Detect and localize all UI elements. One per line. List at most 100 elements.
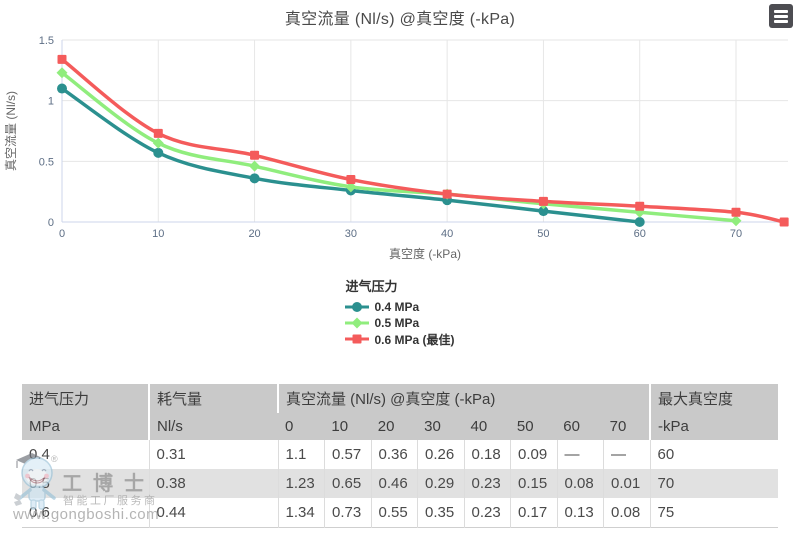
spec-table-wrap: 进气压力 耗气量 真空流量 (Nl/s) @真空度 (-kPa) 最大真空度 M…	[22, 384, 779, 528]
watermark-registered-mark: ®	[51, 454, 58, 464]
table-cell: 1.1	[277, 440, 325, 469]
watermark-tagline: 智能工厂服务商	[63, 495, 158, 507]
watermark: ® 工博士 智能工厂服务商 www.gongboshi.com	[13, 448, 275, 530]
table-cell: 0.23	[463, 498, 511, 528]
data-point-square	[250, 150, 260, 160]
table-cell: 0.65	[324, 469, 371, 498]
table-cell: —	[603, 440, 651, 469]
chart-title: 真空流量 (Nl/s) @真空度 (-kPa)	[284, 11, 516, 28]
table-cell: 0.15	[510, 469, 557, 498]
y-tick-label: 0	[48, 217, 54, 229]
subcol-header-40: 40	[470, 418, 488, 435]
table-cell: 0.23	[463, 469, 511, 498]
data-point-square	[779, 217, 789, 227]
legend-item-label: 0.5 MPa	[374, 316, 420, 330]
table-cell: 0.57	[324, 440, 371, 469]
watermark-url: www.gongboshi.com	[13, 506, 160, 523]
y-tick-label: 1.5	[39, 35, 54, 47]
data-point-circle	[57, 83, 67, 94]
table-cell: 0.09	[510, 440, 557, 469]
series-0.6 MPa (最佳)	[57, 54, 789, 227]
table-cell: 0.55	[370, 498, 418, 528]
table-cell: 0.29	[417, 469, 464, 498]
diamond-legend-marker-icon	[345, 317, 370, 329]
header-air-consumption: 耗气量	[148, 384, 278, 413]
data-point-square	[352, 334, 362, 344]
data-point-square	[442, 189, 452, 199]
x-tick-label: 10	[152, 228, 164, 240]
subcol-header-0: 0	[285, 418, 294, 435]
subcol-header-60: 60	[563, 418, 580, 435]
watermark-mascot-icon	[14, 453, 56, 510]
data-point-square	[153, 128, 163, 138]
table-cell: 0.18	[463, 440, 511, 469]
table-row: 0.50.381.230.650.460.290.230.150.080.017…	[22, 469, 779, 498]
table-cell: 0.31	[148, 440, 278, 469]
subcol-header-70: 70	[609, 418, 627, 435]
subcol-header-30: 30	[424, 418, 441, 435]
table-cell: 0.73	[324, 498, 371, 528]
x-tick-label: 30	[345, 228, 357, 240]
data-point-diamond	[345, 181, 357, 193]
series-line	[60, 71, 738, 223]
table-cell: 0.44	[148, 498, 278, 528]
data-point-square	[346, 175, 356, 185]
table-row: 0.6 0.44 1.34 0.73 0.55 0.35 0.23 0.17 0.13 0.08 7…	[22, 498, 779, 528]
table-cell: 0.01	[603, 469, 651, 498]
table-cell: 0.26	[417, 440, 464, 469]
x-tick-label: 20	[248, 228, 260, 240]
unit-max-vacuum: -kPa	[649, 413, 779, 440]
data-point-square	[57, 54, 67, 64]
table-cell: 1.34	[277, 498, 325, 528]
data-point-diamond	[56, 67, 68, 79]
table-cell: 0.17	[510, 498, 557, 528]
subcol-header-50: 50	[516, 418, 534, 435]
legend-item-0[interactable]: 0.4 MPa	[345, 299, 454, 315]
table-cell: 60	[649, 440, 779, 469]
data-point-diamond	[351, 317, 363, 329]
table-cell: 0.13	[556, 498, 604, 528]
x-tick-label: 50	[537, 228, 549, 240]
chart-context-menu-button[interactable]	[769, 4, 793, 28]
unit-air-consumption: Nl/s	[148, 413, 278, 440]
table-cell: 0.08	[556, 469, 604, 498]
x-tick-label: 70	[730, 228, 742, 240]
x-tick-label: 60	[634, 228, 646, 240]
table-cell: 0.36	[370, 440, 418, 469]
series-line	[60, 57, 786, 224]
chart-plot: 0 0.5 1 1.5 0 10 20 30 40 50 60 70 真空度 (-kPa) 真空流量 (N…	[4, 35, 789, 261]
header-inlet-pressure: 进气压力	[22, 384, 149, 413]
chart-legend: 进气压力 0.4 MPa 0.5 MPa 0.6 MPa (最佳)	[0, 276, 800, 347]
table-cell: 1.23	[277, 469, 325, 498]
header-flow-group: 真空流量 (Nl/s) @真空度 (-kPa)	[276, 384, 651, 413]
legend-item-label: 0.6 MPa (最佳)	[374, 332, 455, 347]
watermark-brand: 工博士	[62, 471, 155, 495]
data-point-circle	[538, 206, 549, 217]
table-cell: 75	[649, 498, 779, 528]
data-point-diamond	[152, 137, 164, 149]
x-tick-label: 0	[59, 228, 65, 240]
vacuum-flow-chart: 0 0.5 1 1.5 0 10 20 30 40 50 60 70 真空度 (-kPa) 真空流量 (N…	[0, 0, 800, 262]
data-point-diamond	[249, 160, 261, 172]
y-axis-title: 真空流量 (Nl/s)	[4, 91, 18, 171]
table-cell: 0.35	[417, 498, 464, 528]
series-0.5 MPa	[56, 67, 742, 227]
y-tick-label: 1	[48, 96, 54, 108]
x-axis-title: 真空度 (-kPa)	[389, 246, 461, 261]
legend-title: 进气压力	[345, 279, 398, 294]
unit-inlet-pressure: MPa	[22, 413, 149, 440]
legend-item-2[interactable]: 0.6 MPa (最佳)	[345, 331, 455, 347]
table-cell: 0.46	[370, 469, 418, 498]
legend-item-1[interactable]: 0.5 MPa	[345, 315, 454, 331]
data-point-circle	[352, 302, 363, 312]
subcol-header-10: 10	[331, 418, 349, 435]
table-cell: —	[556, 440, 604, 469]
y-tick-label: 0.5	[39, 156, 54, 168]
table-row: 0.4 0.31 1.1 0.57 0.36 0.26 0.18 0.09— —60	[22, 440, 779, 469]
x-tick-label: 40	[441, 228, 453, 240]
header-max-vacuum: 最大真空度	[649, 384, 779, 413]
data-point-circle	[153, 147, 164, 158]
data-point-circle	[634, 217, 645, 227]
spec-table: 进气压力 耗气量 真空流量 (Nl/s) @真空度 (-kPa) 最大真空度 M…	[22, 384, 779, 528]
legend-item-label: 0.4 MPa	[374, 300, 420, 314]
